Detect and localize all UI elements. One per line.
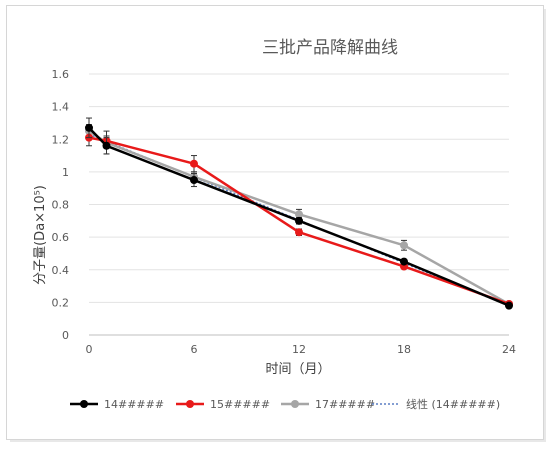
legend-label: 15##### (210, 398, 270, 411)
legend-swatch-marker (186, 400, 194, 408)
y-tick-labels: 0 0.2 0.4 0.6 0.8 1 1.2 1.4 1.6 (52, 68, 70, 342)
legend-label: 17##### (315, 398, 375, 411)
chart-title: 三批产品降解曲线 (262, 38, 398, 58)
legend-swatch-marker (80, 400, 88, 408)
data-point (102, 141, 111, 150)
legend-label: 线性 (14#####) (406, 397, 500, 411)
x-tick-label: 18 (397, 343, 411, 356)
x-tick-label: 24 (502, 343, 516, 356)
data-point (85, 123, 93, 132)
series-layer (85, 117, 513, 310)
data-point (190, 176, 198, 185)
data-point (400, 257, 408, 266)
x-tick-label: 6 (191, 343, 198, 356)
legend-label: 14##### (104, 398, 164, 411)
y-tick-label: 0.2 (52, 296, 70, 309)
series-15##### (85, 128, 513, 309)
y-tick-label: 1.4 (52, 101, 70, 114)
y-tick-label: 0.4 (52, 264, 70, 277)
legend-swatch-marker (291, 400, 299, 408)
y-tick-label: 0 (62, 329, 69, 342)
data-point (295, 210, 303, 219)
y-tick-label: 0.8 (52, 199, 70, 212)
series-line (88, 126, 510, 307)
gridlines (89, 73, 509, 336)
chart-frame (6, 5, 544, 440)
x-tick-label: 0 (86, 343, 93, 356)
y-axis-label: 分子量(Da×10⁵) (33, 185, 48, 285)
data-point (400, 241, 408, 250)
data-point (505, 301, 513, 310)
x-tick-labels: 0 6 12 18 24 (86, 343, 517, 356)
data-point (295, 216, 303, 225)
legend: 14##### 15##### 17##### 线性 (14#####) (70, 397, 500, 411)
y-tick-label: 1.6 (52, 68, 70, 81)
y-tick-label: 1 (62, 166, 69, 179)
x-tick-label: 12 (292, 343, 306, 356)
data-point (295, 228, 303, 237)
series-14##### (85, 117, 513, 310)
y-tick-label: 1.2 (52, 133, 70, 146)
x-axis-label: 时间（月） (265, 362, 330, 377)
y-tick-label: 0.6 (52, 231, 70, 244)
data-point (190, 159, 198, 168)
